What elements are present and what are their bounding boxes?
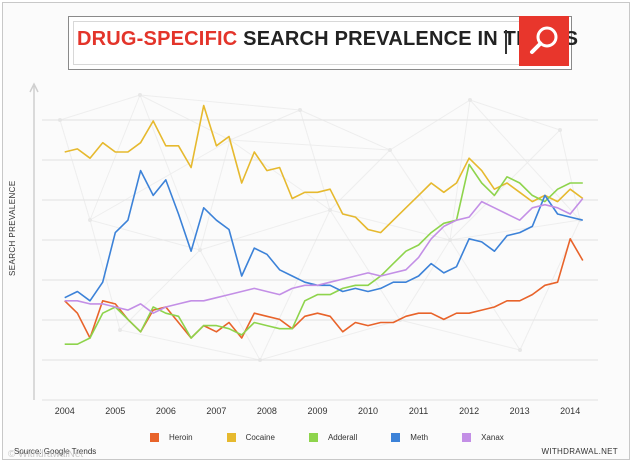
network-line xyxy=(399,319,521,351)
x-tick-label: 2013 xyxy=(510,406,530,416)
x-tick-label: 2008 xyxy=(257,406,277,416)
x-tick-label: 2007 xyxy=(206,406,226,416)
chart-frame xyxy=(2,2,630,460)
search-button[interactable] xyxy=(519,16,569,66)
network-node xyxy=(118,328,122,332)
network-line xyxy=(229,139,331,211)
network-node xyxy=(298,108,302,112)
x-tick-label: 2009 xyxy=(307,406,327,416)
title-rest: SEARCH PREVALENCE IN THE US xyxy=(243,28,579,50)
series-line-heroin xyxy=(64,238,584,339)
series-line-meth xyxy=(64,169,583,302)
grid-lines xyxy=(42,119,598,401)
network-node xyxy=(88,218,92,222)
x-tick-label: 2014 xyxy=(560,406,580,416)
legend: Heroin Cocaine Adderall Meth Xanax xyxy=(150,433,538,442)
title-search-bar: DRUG-SPECIFIC SEARCH PREVALENCE IN THE U… xyxy=(68,16,578,70)
legend-label: Xanax xyxy=(481,433,504,442)
series-line-xanax xyxy=(64,197,584,314)
legend-label: Heroin xyxy=(169,433,193,442)
source-note: Source: Google Trends xyxy=(14,447,97,456)
network-line xyxy=(139,94,231,141)
network-node xyxy=(468,98,472,102)
series-line-cocaine xyxy=(64,104,584,234)
credit: WITHDRAWAL.NET xyxy=(541,447,618,456)
x-tick-label: 2006 xyxy=(156,406,176,416)
legend-item-adderall: Adderall xyxy=(308,433,358,442)
chart-title: DRUG-SPECIFIC SEARCH PREVALENCE IN THE U… xyxy=(77,28,578,51)
legend-swatch xyxy=(391,433,401,442)
watermark: © WithdrawalNet xyxy=(8,449,84,460)
network-line xyxy=(89,219,201,251)
network-line xyxy=(59,94,141,121)
axes xyxy=(29,82,39,400)
x-tick-label: 2010 xyxy=(358,406,378,416)
network-line xyxy=(449,219,581,241)
text-caret xyxy=(505,30,507,54)
y-axis-label: SEARCH PREVALENCE xyxy=(8,180,17,276)
x-tick-label: 2004 xyxy=(55,406,75,416)
network-node xyxy=(558,128,562,132)
series-lines xyxy=(64,104,584,345)
legend-swatch xyxy=(226,433,236,442)
network-line xyxy=(299,109,391,151)
legend-item-heroin: Heroin xyxy=(150,433,193,442)
network-line xyxy=(449,129,561,241)
network-line xyxy=(89,139,231,221)
network-line xyxy=(139,94,301,111)
network-line xyxy=(259,319,401,361)
network-line xyxy=(329,149,391,211)
x-tick-label: 2005 xyxy=(105,406,125,416)
network-line xyxy=(389,99,471,151)
legend-item-xanax: Xanax xyxy=(462,433,504,442)
network-line xyxy=(199,249,261,361)
network-node xyxy=(518,348,522,352)
network-line xyxy=(119,329,261,361)
network-node xyxy=(138,93,142,97)
network-line xyxy=(229,109,301,141)
legend-label: Adderall xyxy=(327,433,358,442)
y-axis-arrow xyxy=(29,82,39,93)
network-node xyxy=(388,148,392,152)
network-line xyxy=(469,99,561,131)
network-line xyxy=(89,94,141,221)
legend-swatch xyxy=(462,433,472,442)
legend-item-meth: Meth xyxy=(391,433,428,442)
network-line xyxy=(199,139,231,251)
network-line xyxy=(449,99,471,241)
search-icon xyxy=(530,26,558,54)
legend-label: Meth xyxy=(410,433,429,442)
network-line xyxy=(329,209,401,321)
network-line xyxy=(119,249,201,331)
legend-label: Cocaine xyxy=(245,433,275,442)
x-tick-labels: 2004 2005 2006 2007 2008 2009 2010 2011 2012 2013… xyxy=(55,406,580,416)
title-highlight: DRUG-SPECIFIC xyxy=(77,28,238,50)
network-line xyxy=(449,239,521,351)
background-network-pattern xyxy=(58,93,582,362)
network-node xyxy=(198,248,202,252)
legend-swatch xyxy=(150,433,159,442)
network-line xyxy=(259,209,331,361)
x-tick-label: 2011 xyxy=(409,406,428,416)
legend-item-cocaine: Cocaine xyxy=(226,433,275,442)
network-line xyxy=(59,119,91,221)
x-tick-label: 2012 xyxy=(459,406,479,416)
legend-swatch xyxy=(308,433,318,442)
network-line xyxy=(139,94,201,251)
network-node xyxy=(328,208,332,212)
network-line xyxy=(199,209,331,251)
